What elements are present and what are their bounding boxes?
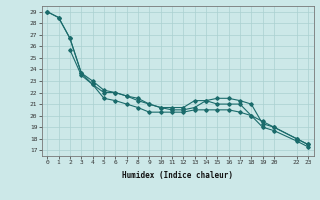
X-axis label: Humidex (Indice chaleur): Humidex (Indice chaleur) [122,171,233,180]
